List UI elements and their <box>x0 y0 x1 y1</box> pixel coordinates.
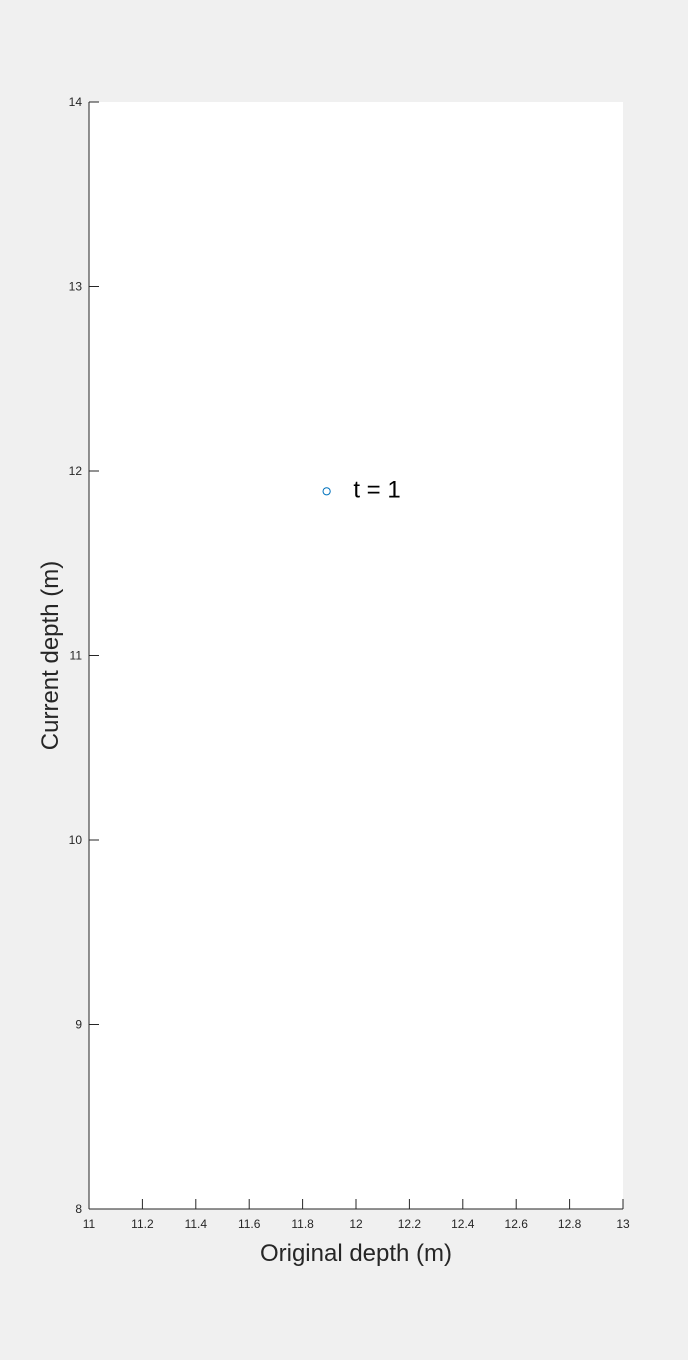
data-point <box>322 487 331 496</box>
x-axis-label: Original depth (m) <box>260 1240 452 1267</box>
x-tick-label: 11.4 <box>185 1217 208 1231</box>
x-ticks: 11 11.2 11.4 11.6 11.8 12 12.2 12.4 12.6 12.8 13 <box>83 1199 630 1231</box>
y-tick-label: 9 <box>75 1018 82 1032</box>
y-tick-label: 8 <box>75 1202 82 1216</box>
x-tick-label: 11 <box>83 1217 96 1231</box>
x-tick-label: 11.8 <box>291 1217 314 1231</box>
annotations: t = 1 <box>353 476 400 503</box>
x-tick-label: 12.2 <box>398 1217 422 1231</box>
y-ticks: 8 9 10 11 12 13 14 <box>69 95 99 1216</box>
x-tick-label: 11.2 <box>131 1217 154 1231</box>
x-tick-label: 12.6 <box>505 1217 529 1231</box>
x-tick-label: 12.8 <box>558 1217 582 1231</box>
y-tick-label: 13 <box>69 280 83 294</box>
x-tick-label: 13 <box>616 1217 630 1231</box>
x-tick-label: 11.6 <box>238 1217 261 1231</box>
y-tick-label: 14 <box>69 95 83 109</box>
data-points <box>322 487 331 496</box>
y-tick-label: 11 <box>70 649 83 663</box>
y-axis-label: Current depth (m) <box>37 561 64 750</box>
x-tick-label: 12 <box>349 1217 363 1231</box>
x-tick-label: 12.4 <box>451 1217 475 1231</box>
plot-area <box>89 102 623 1209</box>
y-tick-label: 12 <box>69 464 83 478</box>
annotation-text: t = 1 <box>353 476 400 503</box>
y-tick-label: 10 <box>69 833 83 847</box>
